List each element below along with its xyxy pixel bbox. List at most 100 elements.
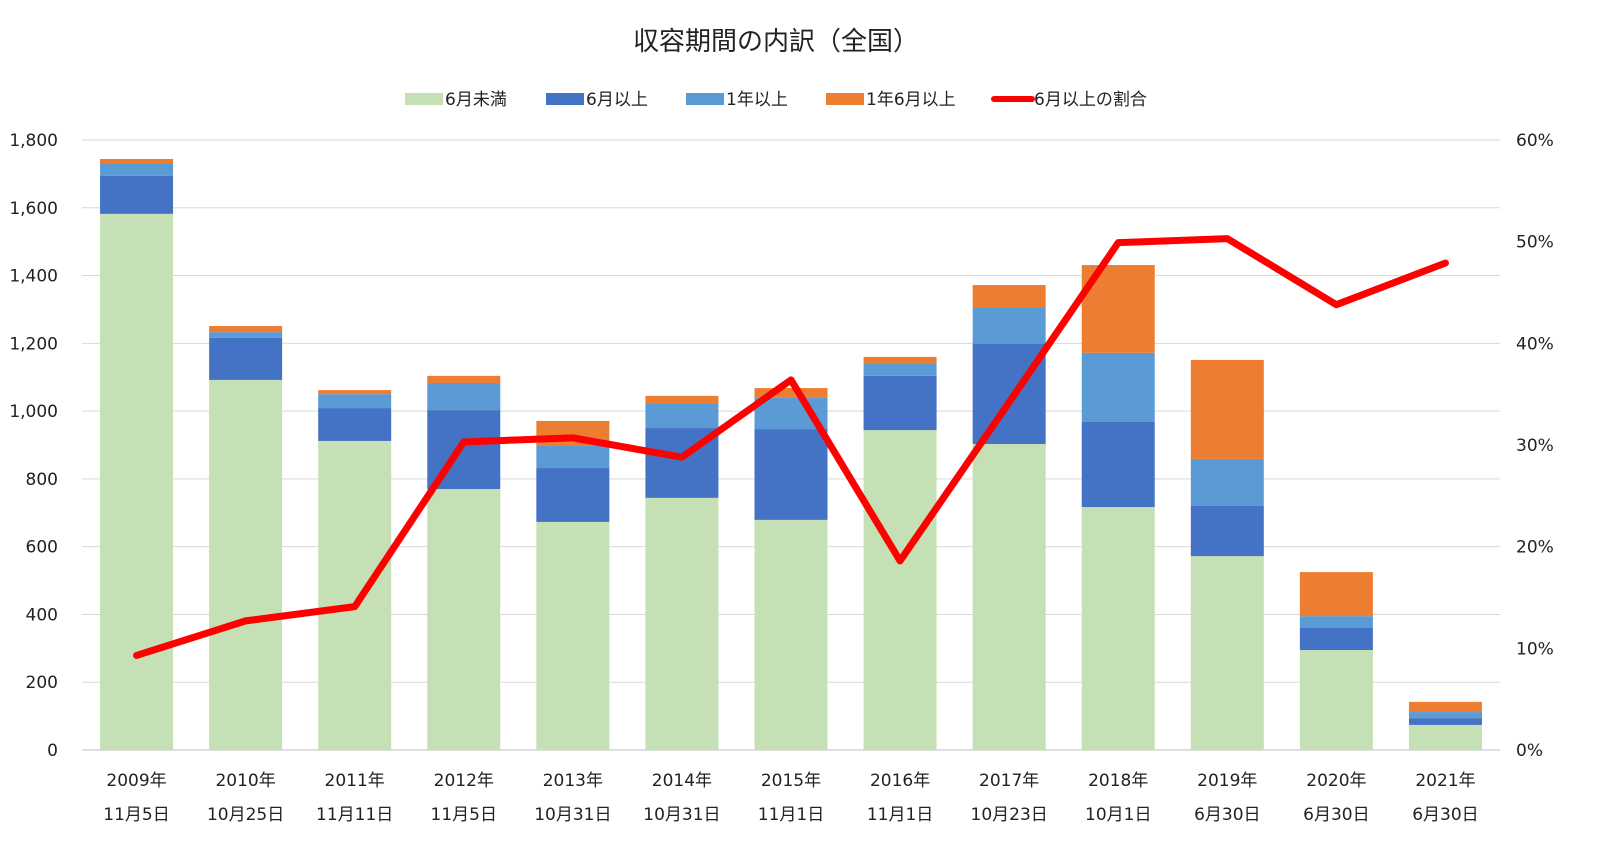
y2-tick-label: 0% bbox=[1516, 741, 1543, 761]
y-tick-label: 1,200 bbox=[9, 334, 58, 354]
bar-segment bbox=[209, 337, 283, 380]
x-tick-label: 6月30日 bbox=[1412, 805, 1478, 825]
ratio-point bbox=[1335, 303, 1338, 306]
x-tick-label: 2016年 bbox=[870, 771, 930, 791]
x-tick-label: 10月1日 bbox=[1085, 805, 1151, 825]
bar-segment bbox=[536, 521, 610, 750]
bar-segment bbox=[972, 443, 1046, 750]
ratio-line bbox=[133, 235, 1449, 659]
x-tick-label: 2019年 bbox=[1197, 771, 1257, 791]
ratio-point bbox=[790, 378, 792, 381]
bar-segment bbox=[1190, 556, 1264, 750]
y-tick-label: 0 bbox=[47, 741, 58, 761]
y2-tick-label: 10% bbox=[1516, 639, 1554, 659]
y-tick-label: 200 bbox=[26, 673, 58, 693]
x-tick-label: 2014年 bbox=[652, 771, 712, 791]
ratio-point bbox=[571, 436, 574, 439]
ratio-point bbox=[135, 654, 138, 657]
x-tick-label: 2013年 bbox=[543, 771, 603, 791]
bar-segment bbox=[427, 489, 501, 750]
legend-swatch bbox=[405, 93, 443, 105]
y2-tick-label: 40% bbox=[1516, 334, 1554, 354]
ratio-point bbox=[1226, 237, 1229, 240]
bar-segment bbox=[863, 364, 937, 376]
bar-segment bbox=[645, 403, 719, 429]
legend: 6月未満 6月以上 1年以上 1年6月以上 6月以上の割合 bbox=[405, 90, 1147, 110]
legend-label: 1年以上 bbox=[726, 90, 788, 110]
bar-segment bbox=[863, 430, 937, 750]
bar-segment bbox=[645, 395, 719, 404]
x-tick-label: 6月30日 bbox=[1194, 805, 1260, 825]
bar-segment bbox=[1190, 458, 1264, 506]
y-tick-label: 400 bbox=[26, 605, 58, 625]
bar-segment bbox=[754, 429, 828, 520]
x-tick-label: 10月31日 bbox=[534, 805, 611, 825]
y2-tick-label: 30% bbox=[1516, 436, 1554, 456]
x-tick-label: 2017年 bbox=[979, 771, 1039, 791]
bar-segment bbox=[754, 388, 828, 398]
x-tick-label: 10月25日 bbox=[207, 805, 284, 825]
legend-swatch bbox=[546, 93, 584, 105]
y-tick-label: 1,800 bbox=[9, 131, 58, 151]
bar-segment bbox=[1299, 650, 1373, 750]
ratio-point bbox=[1444, 262, 1447, 265]
bar-segment bbox=[427, 382, 501, 411]
bar-segment bbox=[863, 375, 937, 431]
bar-segment bbox=[100, 175, 174, 214]
x-tick-label: 11月5日 bbox=[103, 805, 169, 825]
bar-segment bbox=[100, 213, 174, 750]
legend-label: 1年6月以上 bbox=[866, 90, 956, 110]
y2-tick-label: 50% bbox=[1516, 233, 1554, 253]
chart-title: 収容期間の内訳（全国） bbox=[633, 27, 919, 57]
x-tick-label: 10月23日 bbox=[971, 805, 1048, 825]
bar-segment bbox=[318, 394, 392, 409]
bar-segment bbox=[972, 285, 1046, 308]
x-tick-label: 2018年 bbox=[1088, 771, 1148, 791]
bar-segment bbox=[100, 163, 174, 176]
bar-segment bbox=[645, 497, 719, 750]
bar-segment bbox=[1299, 628, 1373, 651]
bar-segment bbox=[1190, 506, 1264, 557]
bar-segment bbox=[1081, 507, 1155, 750]
x-tick-label: 10月31日 bbox=[643, 805, 720, 825]
ratio-point bbox=[1117, 241, 1120, 244]
y-tick-label: 1,400 bbox=[9, 267, 58, 287]
x-tick-label: 2011年 bbox=[325, 771, 385, 791]
y2-tick-label: 60% bbox=[1516, 131, 1554, 151]
x-tick-label: 2015年 bbox=[761, 771, 821, 791]
y-axis-right: 0% 10% 20% 30% 40% 50% 60% bbox=[1516, 131, 1554, 761]
legend-label: 6月以上 bbox=[586, 90, 648, 110]
bar-segment bbox=[1408, 712, 1482, 719]
ratio-point bbox=[680, 456, 683, 459]
x-tick-label: 11月5日 bbox=[431, 805, 497, 825]
legend-label: 6月以上の割合 bbox=[1034, 90, 1147, 110]
x-tick-label: 2009年 bbox=[106, 771, 166, 791]
ratio-point bbox=[462, 440, 465, 443]
ratio-point bbox=[244, 619, 247, 622]
x-tick-label: 2021年 bbox=[1415, 771, 1475, 791]
y-tick-label: 600 bbox=[26, 538, 58, 558]
x-tick-label: 11月1日 bbox=[758, 805, 824, 825]
bar-segment bbox=[1408, 724, 1482, 750]
bar-segment bbox=[318, 440, 392, 750]
bar-segment bbox=[1299, 616, 1373, 628]
bars bbox=[100, 158, 1482, 750]
bar-segment bbox=[972, 307, 1046, 345]
bar-segment bbox=[863, 356, 937, 365]
bar-segment bbox=[1408, 701, 1482, 713]
bar-segment bbox=[209, 379, 283, 750]
x-tick-label: 11月11日 bbox=[316, 805, 393, 825]
bar-segment bbox=[1081, 352, 1155, 422]
x-tick-label: 2020年 bbox=[1306, 771, 1366, 791]
bar-segment bbox=[318, 390, 392, 395]
bar-segment bbox=[1408, 718, 1482, 725]
bar-segment bbox=[536, 446, 610, 469]
legend-label: 6月未満 bbox=[445, 90, 507, 110]
y-tick-label: 1,000 bbox=[9, 402, 58, 422]
y-tick-label: 800 bbox=[26, 470, 58, 490]
legend-swatch bbox=[686, 93, 724, 105]
bar-segment bbox=[209, 326, 283, 333]
bar-segment bbox=[1081, 421, 1155, 508]
bar-segment bbox=[754, 519, 828, 750]
